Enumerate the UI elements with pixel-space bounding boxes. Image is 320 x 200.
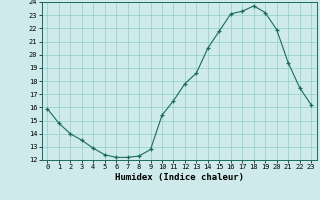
- X-axis label: Humidex (Indice chaleur): Humidex (Indice chaleur): [115, 173, 244, 182]
